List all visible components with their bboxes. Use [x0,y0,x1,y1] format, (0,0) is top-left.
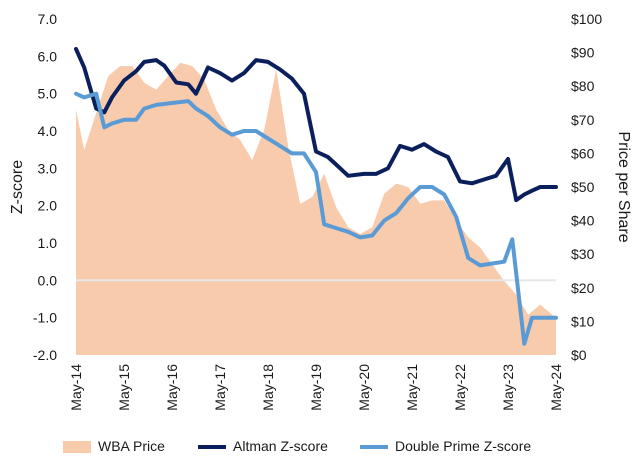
axes-layer: -2.0 -1.0 0.0 1.0 2.0 3.0 4.0 5.0 6.0 7.0 $0 $10 $20… [33,11,602,411]
x-axis-tick-label: May-14 [68,364,84,411]
right-axis-tick-label: $50 [571,179,595,195]
x-axis-tick-label: May-23 [500,364,516,411]
left-axis-tick-label: 3.0 [38,160,58,176]
right-axis-tick-label: $90 [571,45,595,61]
wba-price-area [76,62,556,355]
legend-label-wba-price: WBA Price [98,438,165,454]
legend-label-altman-z-score: Altman Z-score [233,438,328,454]
zscore-lines-layer [74,46,558,346]
x-axis-tick-label: May-20 [356,364,372,411]
x-axis-tick-label: May-22 [452,364,468,411]
left-axis-tick-label: 0.0 [38,272,58,288]
price-area-layer [76,62,556,355]
left-axis-tick-label: 4.0 [38,123,58,139]
x-axis-tick-label: May-24 [548,364,564,411]
right-axis-tick-label: $10 [571,313,595,329]
double-prime-z-score-line [74,91,558,346]
right-axis-tick-label: $30 [571,246,595,262]
right-axis-tick-label: $40 [571,213,595,229]
left-axis-tick-label: -2.0 [33,347,57,363]
left-axis-tick-label: 1.0 [38,235,58,251]
left-axis-tick-label: 5.0 [38,86,58,102]
right-axis-tick-label: $20 [571,280,595,296]
legend: WBA Price Altman Z-score Double Prime Z-sc… [63,438,531,454]
right-axis-tick-label: $0 [571,347,587,363]
left-axis-tick-label: 7.0 [38,11,58,27]
left-axis-title: Z-score [9,160,26,214]
x-axis-tick-label: May-18 [260,364,276,411]
right-axis-tick-label: $80 [571,78,595,94]
right-axis-tick-label: $60 [571,145,595,161]
legend-swatch-wba-price [63,441,91,453]
x-axis-tick-label: May-21 [404,364,420,411]
left-axis-tick-label: -1.0 [33,310,57,326]
altman-z-score-line [74,46,558,203]
right-axis-tick-label: $70 [571,112,595,128]
right-axis-title: Price per Share [615,131,632,242]
x-axis-tick-label: May-16 [164,364,180,411]
x-axis-tick-label: May-15 [116,364,132,411]
right-axis-tick-label: $100 [571,11,602,27]
left-axis-tick-label: 2.0 [38,198,58,214]
legend-label-double-prime-z-score: Double Prime Z-score [395,438,531,454]
x-axis-tick-label: May-19 [308,364,324,411]
x-axis-tick-label: May-17 [212,364,228,411]
left-axis-tick-label: 6.0 [38,48,58,64]
